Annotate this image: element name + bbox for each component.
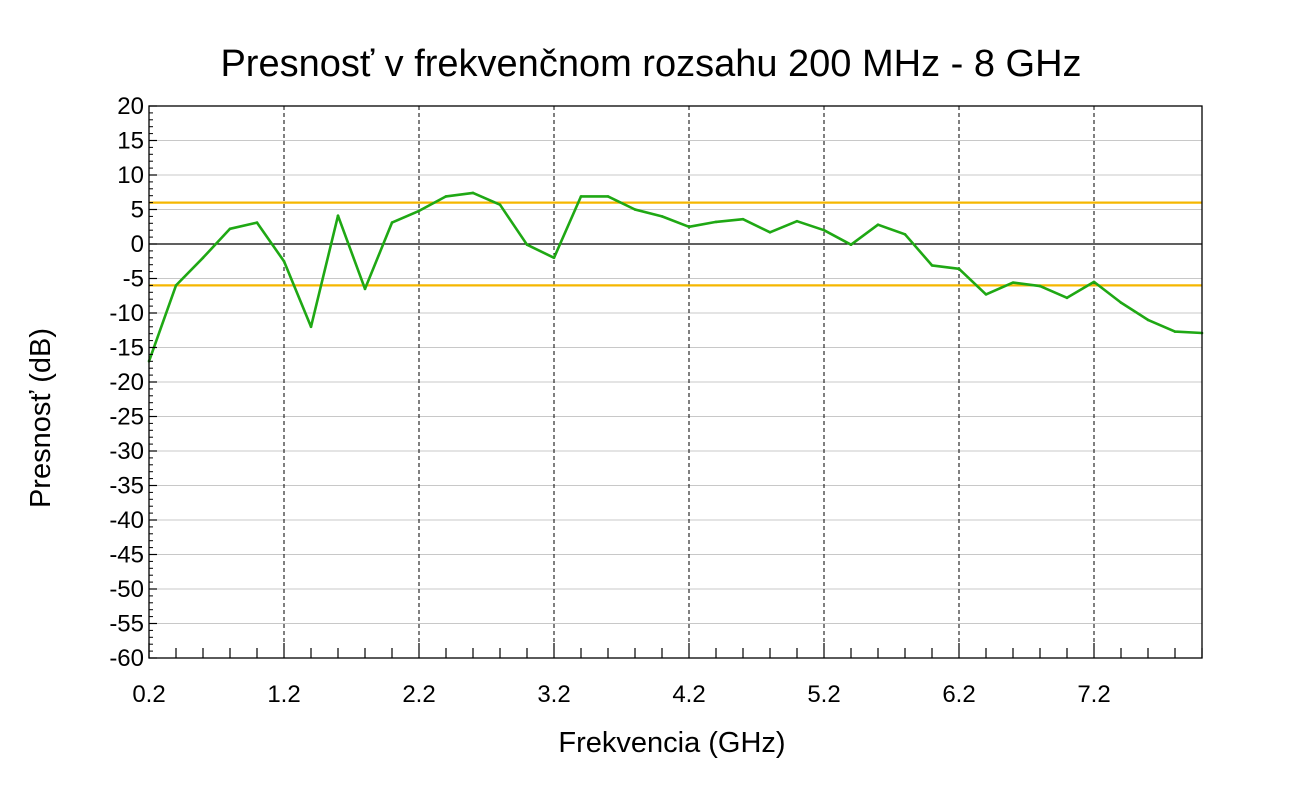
data-point	[633, 208, 637, 211]
y-tick-label: -5	[123, 266, 144, 293]
x-tick-labels: 0.2 1.2 2.2 3.2 4.2 5.2 6.2 7.2	[132, 681, 1110, 708]
series-layer	[147, 191, 1204, 363]
data-point	[1146, 318, 1150, 322]
y-tick-label: -45	[109, 542, 144, 569]
data-point	[714, 220, 718, 224]
data-point	[984, 293, 988, 296]
data-point	[957, 267, 961, 271]
data-point	[390, 221, 394, 224]
y-tick-label: 20	[117, 93, 144, 120]
data-point	[930, 264, 934, 267]
y-tick-label: 0	[131, 231, 144, 258]
data-point	[174, 284, 178, 287]
data-point	[741, 217, 745, 221]
y-tick-label: -55	[109, 611, 144, 638]
data-point	[1092, 280, 1096, 284]
grid-layer	[149, 106, 1202, 658]
data-point	[1038, 284, 1042, 288]
y-tick-label: 5	[131, 197, 144, 224]
data-point	[552, 256, 556, 260]
x-tick-label: 1.2	[267, 681, 300, 708]
data-point	[687, 225, 691, 229]
y-tick-label: 15	[117, 128, 144, 155]
y-tick-label: -30	[109, 438, 144, 465]
y-tick-label: -25	[109, 404, 144, 431]
x-tick-label: 3.2	[537, 681, 570, 708]
x-tick-label: 2.2	[402, 681, 435, 708]
data-point	[876, 223, 880, 226]
data-point	[201, 256, 205, 260]
x-tick-label: 4.2	[672, 681, 705, 708]
y-tick-label: -40	[109, 507, 144, 534]
data-point	[1065, 296, 1069, 300]
y-tick-label: -35	[109, 473, 144, 500]
x-tick-label: 7.2	[1077, 681, 1110, 708]
tick-layer	[148, 105, 1203, 659]
data-point	[525, 243, 529, 246]
data-point	[417, 209, 421, 213]
data-point	[822, 228, 826, 232]
data-point	[660, 215, 664, 218]
data-point	[1011, 281, 1015, 284]
data-point	[1119, 301, 1123, 304]
y-tick-label: -50	[109, 576, 144, 603]
series-line	[147, 191, 1203, 362]
reference-lines	[149, 201, 1202, 287]
x-tick-label: 0.2	[132, 681, 165, 708]
y-tick-label: -15	[109, 335, 144, 362]
data-point	[579, 195, 583, 198]
data-point	[903, 233, 907, 236]
chart-title: Presnosť v frekvenčnom rozsahu 200 MHz -…	[220, 43, 1081, 85]
data-point	[363, 287, 367, 291]
data-point	[228, 227, 232, 231]
data-point	[309, 325, 313, 329]
y-tick-label: -20	[109, 369, 144, 396]
y-tick-label: -60	[109, 645, 144, 672]
data-point	[255, 221, 259, 224]
data-point	[606, 195, 610, 198]
data-point	[471, 191, 475, 195]
y-tick-label: 10	[117, 162, 144, 189]
y-tick-label: -10	[109, 300, 144, 327]
data-point	[1173, 330, 1177, 333]
data-point	[498, 203, 502, 206]
x-axis-label: Frekvencia (GHz)	[558, 727, 785, 759]
data-point	[336, 214, 340, 218]
data-point	[282, 259, 286, 263]
x-tick-label: 5.2	[807, 681, 840, 708]
data-point	[768, 230, 772, 234]
data-point	[444, 195, 448, 198]
y-tick-labels: 20 15 10 5 0 -5 -10 -15 -20 -25 -30 -35 -40 -45 -50 -55…	[109, 93, 144, 672]
x-tick-label: 6.2	[942, 681, 975, 708]
data-point	[795, 219, 799, 223]
y-axis-label: Presnosť (dB)	[25, 328, 57, 508]
data-point	[849, 243, 853, 246]
